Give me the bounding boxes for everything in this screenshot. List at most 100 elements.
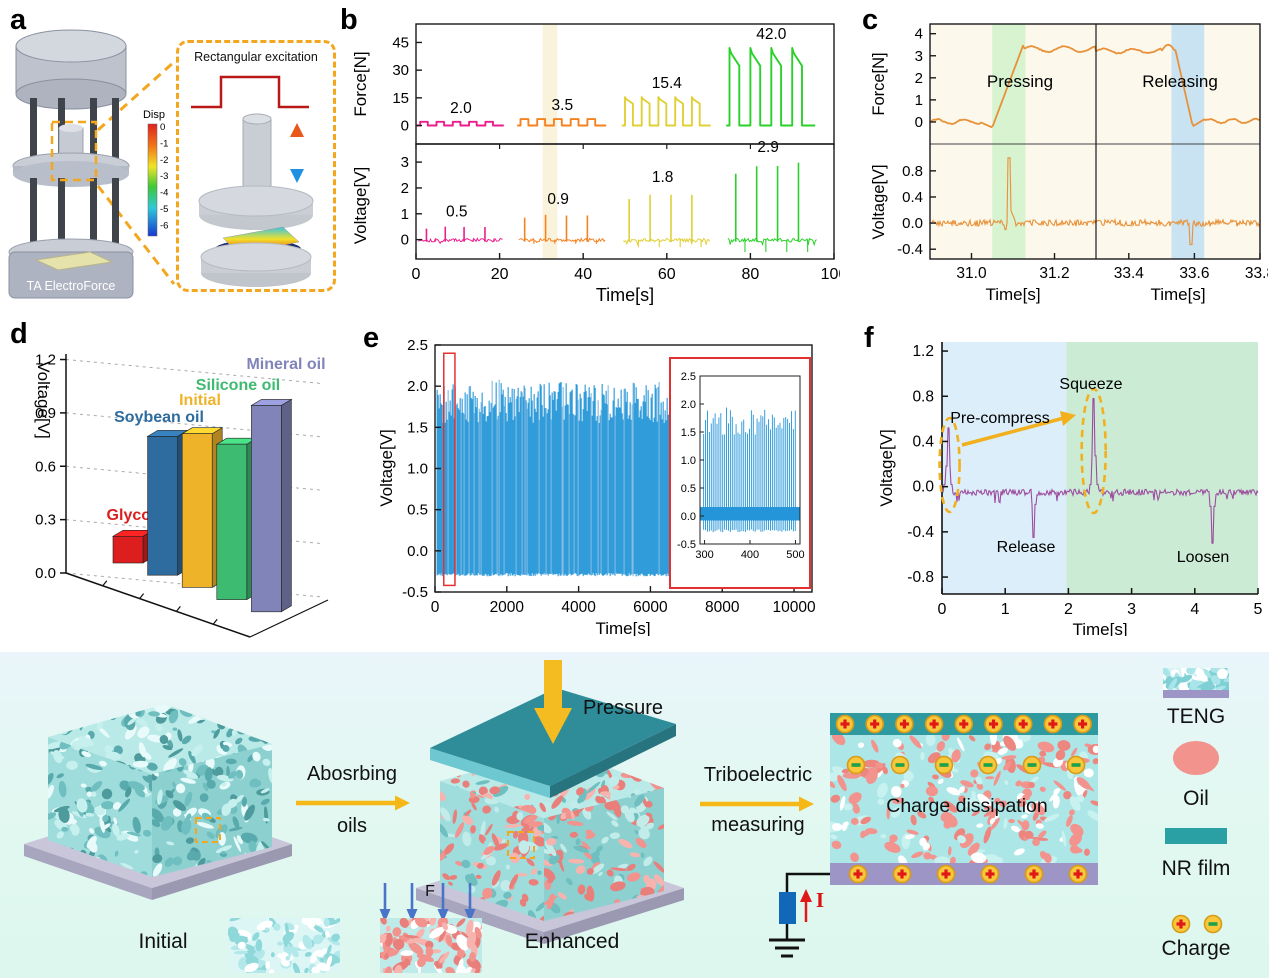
- blob: [957, 835, 966, 844]
- rectangular-excitation-inset: Rectangular excitation: [176, 40, 336, 292]
- plus-glyph: [944, 869, 948, 879]
- blob: [74, 716, 89, 726]
- y-tick-label: 2: [401, 180, 409, 197]
- blob: [440, 790, 446, 801]
- colorbar-tick-label: -2: [160, 155, 168, 166]
- instrument-column: [112, 98, 119, 160]
- blob: [1053, 780, 1067, 791]
- x-tick-label: 60: [658, 266, 676, 283]
- blob: [56, 831, 64, 839]
- blob: [61, 826, 69, 832]
- blob: [850, 817, 859, 825]
- blob: [458, 958, 464, 970]
- y-tick-label: 30: [392, 62, 409, 79]
- blob: [932, 774, 939, 780]
- x-tick-label: 8000: [705, 599, 740, 616]
- pressure-label: Pressure: [582, 697, 664, 719]
- blob: [85, 763, 103, 771]
- squeeze-cycle-chart: 1.2 0.8 0.4 0.0 -0.4 -0.80 1 2 3 4 5 Voltage[V] Time…: [878, 342, 1263, 636]
- blob: [475, 874, 482, 879]
- blob: [984, 743, 992, 751]
- bar3d-front: [251, 405, 282, 613]
- blob: [647, 914, 655, 921]
- blob: [1055, 749, 1066, 761]
- blob: [535, 900, 544, 912]
- blob: [1018, 798, 1027, 807]
- voltage-trace: [929, 157, 1261, 246]
- force-peak-label: 2.0: [450, 100, 472, 117]
- blob: [231, 718, 241, 724]
- blob: [1083, 768, 1094, 778]
- blob: [186, 850, 197, 861]
- blob: [1163, 673, 1170, 686]
- piston-cylinder: [242, 118, 272, 196]
- blob: [315, 918, 322, 926]
- blob: [455, 822, 465, 838]
- y-axis-label: Force[N]: [351, 51, 370, 116]
- blob: [172, 781, 176, 788]
- blob: [568, 858, 585, 864]
- blob: [875, 762, 884, 769]
- blob: [444, 843, 455, 855]
- blob: [657, 884, 664, 894]
- blob: [1203, 668, 1212, 678]
- x-axis-label: Time[s]: [596, 285, 654, 305]
- blob: [509, 874, 519, 889]
- blob: [206, 779, 216, 789]
- y-tick-label: 0.0: [35, 565, 56, 582]
- blob: [1001, 755, 1017, 760]
- blob: [591, 863, 605, 875]
- panel-label-f: f: [864, 322, 874, 354]
- zoom-dashed-box: [507, 831, 535, 859]
- blob: [1069, 809, 1075, 816]
- blob: [105, 711, 113, 719]
- blob: [516, 873, 528, 877]
- lower-platen: [200, 242, 312, 272]
- blob: [860, 816, 871, 825]
- x-axis-label: Time[s]: [595, 619, 650, 636]
- blob: [1039, 750, 1047, 757]
- highlight-ellipse: [938, 416, 961, 514]
- blob: [452, 809, 457, 824]
- minus-glyph: [1027, 763, 1037, 767]
- plus-glyph: [1021, 719, 1025, 729]
- blob: [967, 842, 980, 856]
- blob: [310, 949, 321, 963]
- floor-edge: [249, 599, 329, 638]
- blob: [227, 704, 235, 715]
- blob: [112, 823, 120, 837]
- blob: [830, 780, 836, 789]
- blob: [81, 751, 92, 758]
- bar-category-label: Mineral oil: [246, 356, 325, 373]
- blob: [503, 891, 512, 899]
- force-pulse-train: [726, 47, 816, 127]
- blob: [252, 751, 261, 762]
- blob: [1052, 795, 1060, 809]
- blob: [958, 795, 966, 803]
- upper-platen: [198, 185, 314, 217]
- blob: [282, 931, 295, 943]
- blob: [505, 864, 511, 870]
- blob: [831, 766, 848, 777]
- blob: [196, 822, 214, 829]
- blob: [307, 920, 316, 928]
- device-name-label: TA ElectroForce: [27, 279, 116, 293]
- blob: [236, 835, 243, 845]
- blob: [222, 745, 230, 752]
- blob: [134, 849, 139, 854]
- blob: [1066, 815, 1073, 827]
- blob: [581, 841, 591, 850]
- x-axis-label: Time[s]: [1072, 620, 1127, 636]
- blob: [629, 852, 641, 858]
- blob: [244, 962, 259, 973]
- blob: [983, 805, 993, 810]
- blob: [653, 874, 664, 886]
- blob: [461, 859, 471, 869]
- background-band: [1066, 342, 1258, 594]
- blob: [94, 806, 106, 816]
- blob: [1011, 825, 1021, 833]
- blob: [58, 807, 70, 823]
- plus-glyph: [843, 719, 847, 729]
- blob: [277, 941, 284, 946]
- blob: [175, 783, 186, 794]
